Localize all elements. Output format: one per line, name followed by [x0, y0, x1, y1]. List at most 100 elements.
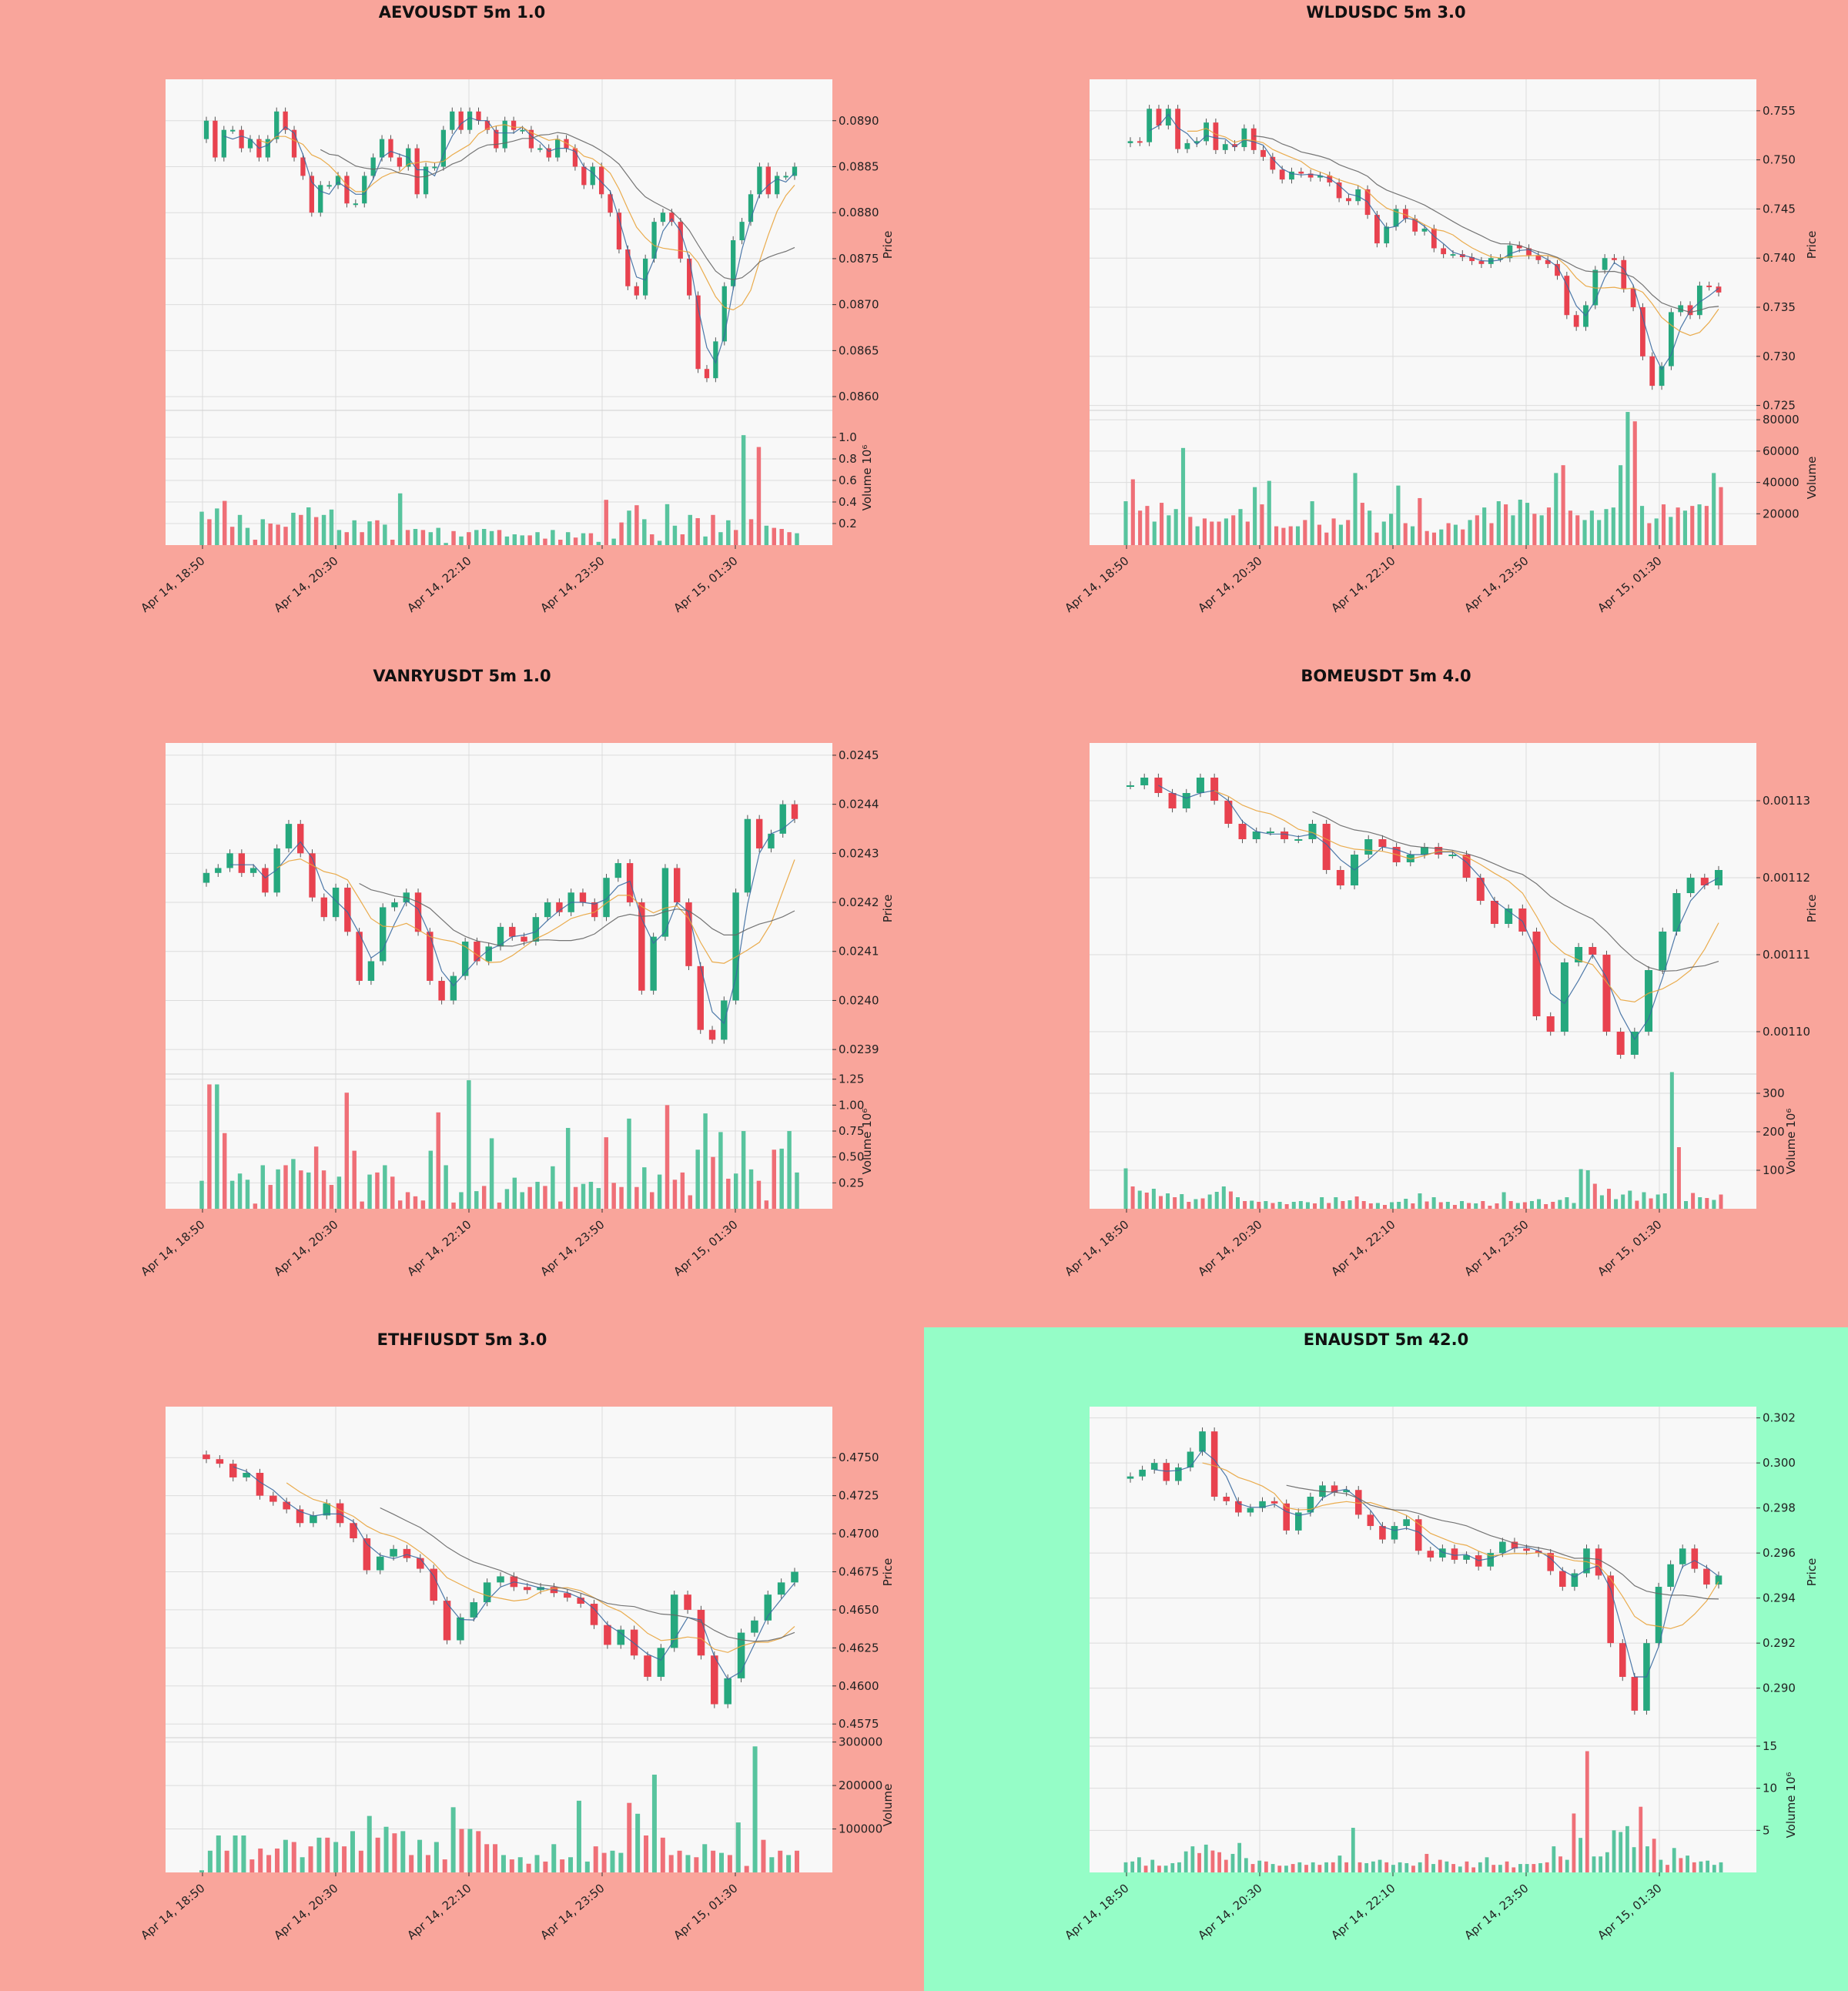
- candle-body: [1631, 1677, 1639, 1711]
- candle-body: [1431, 228, 1437, 249]
- candle-body: [1224, 801, 1233, 824]
- volume-bar: [1284, 1866, 1288, 1872]
- volume-bar: [695, 518, 700, 545]
- volume-bar: [779, 529, 784, 545]
- volume-bar: [306, 507, 311, 545]
- candle-body: [616, 212, 622, 249]
- volume-bar: [1200, 1198, 1205, 1209]
- candle-body: [1126, 785, 1135, 787]
- candle-body: [1127, 141, 1133, 143]
- volume-bar: [588, 1182, 594, 1209]
- chart-3: Apr 14, 18:50 Apr 14, 20:30 Apr 14, 22:10 A…: [138, 743, 895, 1279]
- candle-body: [1379, 1526, 1386, 1540]
- volume-bar: [1605, 1852, 1609, 1872]
- volume-bar: [1475, 515, 1479, 545]
- candle-body: [731, 240, 736, 286]
- volume-bar: [375, 520, 380, 545]
- volume-bar: [1353, 473, 1358, 545]
- candle-body: [1412, 219, 1418, 232]
- candle-body: [1451, 1548, 1458, 1560]
- volume-bar: [237, 1173, 243, 1209]
- volume-bar: [306, 1172, 311, 1209]
- candle-body: [1667, 1564, 1674, 1588]
- candle-body: [226, 853, 233, 868]
- volume-bar: [1585, 1170, 1590, 1209]
- volume-bar: [1467, 1203, 1471, 1209]
- candle-body: [697, 1609, 705, 1656]
- candle-body: [724, 1678, 732, 1705]
- volume-tick-label: 5: [1763, 1823, 1770, 1837]
- volume-bar: [1298, 1201, 1303, 1209]
- x-tick-label: Apr 14, 20:30: [271, 554, 340, 615]
- candle-body: [1571, 1573, 1578, 1588]
- volume-bar: [787, 532, 792, 545]
- volume-bar: [436, 1112, 440, 1209]
- volume-bar: [392, 1833, 397, 1872]
- volume-bar: [1659, 1859, 1663, 1872]
- volume-bar: [1137, 1190, 1142, 1209]
- volume-bar: [1257, 1860, 1262, 1872]
- candle-body: [1573, 315, 1579, 327]
- candle-body: [764, 1594, 772, 1621]
- volume-bar: [1224, 1859, 1228, 1872]
- volume-bar: [253, 540, 258, 545]
- volume-bar: [1545, 1862, 1549, 1872]
- candle-body: [737, 1632, 745, 1678]
- volume-bar: [1508, 1201, 1513, 1209]
- volume-bar: [436, 527, 440, 545]
- candle-body: [1706, 285, 1712, 287]
- volume-bar: [1180, 1194, 1184, 1209]
- volume-bar: [1461, 529, 1465, 545]
- volume-bar: [283, 527, 288, 545]
- candle-body: [476, 111, 481, 121]
- volume-bar: [1592, 1183, 1597, 1209]
- volume-bar: [560, 1859, 565, 1872]
- price-tick-label: 0.0875: [839, 252, 879, 266]
- candle-body: [711, 1655, 718, 1705]
- candle-body: [581, 166, 587, 186]
- x-tick-label: Apr 14, 20:30: [1195, 554, 1264, 615]
- volume-bar: [543, 1861, 548, 1872]
- candle-body: [1616, 1032, 1625, 1055]
- volume-bar: [1719, 1194, 1723, 1209]
- volume-bar: [1404, 1862, 1409, 1872]
- chart-panel-1: AEVOUSDT 5m 1.0 Apr 14, 18:50 Apr 14, 20:…: [0, 0, 924, 664]
- volume-bar: [405, 530, 410, 545]
- volume-bar: [1439, 529, 1444, 545]
- candle-body: [326, 185, 332, 187]
- volume-bar: [1310, 501, 1314, 545]
- candle-body: [1150, 1463, 1158, 1470]
- price-axis-label: Price: [1805, 895, 1819, 923]
- candle-body: [1283, 1503, 1290, 1531]
- volume-bar: [444, 543, 448, 545]
- volume-bar: [299, 1170, 303, 1209]
- volume-bar: [1431, 1197, 1436, 1209]
- volume-bar: [1348, 1200, 1352, 1209]
- volume-bar: [1558, 1856, 1562, 1872]
- volume-bar: [551, 1844, 557, 1872]
- volume-bar: [245, 1180, 250, 1209]
- price-axis-label: Price: [1805, 1558, 1819, 1587]
- volume-bar: [634, 505, 639, 545]
- chart-4: Apr 14, 18:50 Apr 14, 20:30 Apr 14, 22:10 A…: [1062, 743, 1819, 1279]
- candle-body: [467, 111, 473, 130]
- candle-body: [1716, 286, 1722, 293]
- volume-bar: [1217, 521, 1221, 545]
- volume-bar: [1495, 1203, 1499, 1209]
- volume-bar: [313, 1146, 319, 1209]
- candle-body: [296, 1509, 304, 1524]
- volume-bar: [741, 1131, 746, 1209]
- candle-body: [792, 166, 798, 176]
- volume-tick-label: 0.8: [839, 452, 857, 466]
- candle-body: [203, 1454, 210, 1460]
- volume-bar: [1410, 526, 1415, 545]
- x-tick-label: Apr 14, 18:50: [138, 554, 207, 615]
- ma-long-line: [380, 1507, 795, 1642]
- candle-body: [511, 120, 517, 130]
- volume-bar: [1317, 524, 1322, 545]
- candle-body: [546, 148, 551, 158]
- volume-bar: [291, 1842, 296, 1872]
- volume-bar: [1188, 517, 1193, 545]
- candle-body: [1147, 109, 1153, 142]
- volume-bar: [413, 1196, 418, 1209]
